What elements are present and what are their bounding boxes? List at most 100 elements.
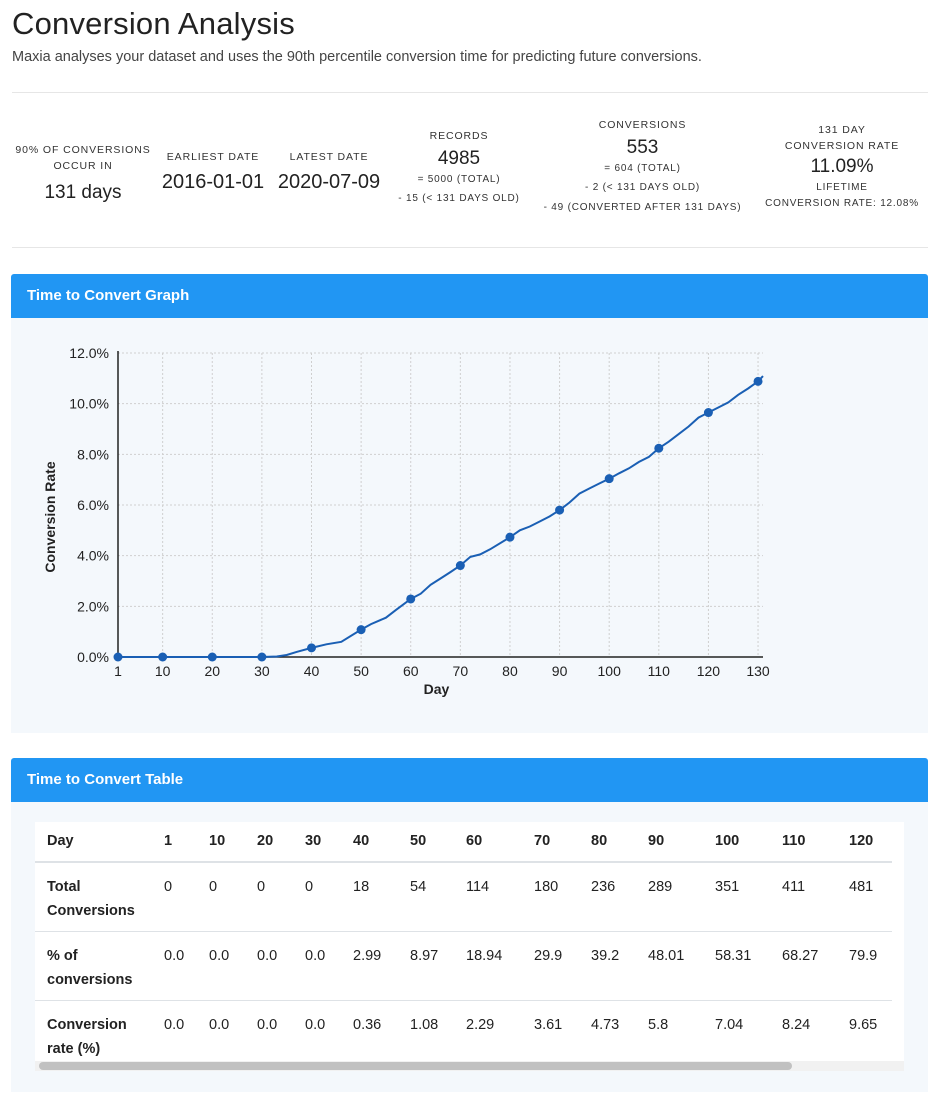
- x-tick-label: 110: [648, 663, 671, 679]
- table-cell: 8.97: [398, 931, 454, 1001]
- table-header-row: Day 1 10 20 30 40 50 60 70 80 90 100 110 120: [35, 822, 892, 863]
- divider: [12, 92, 928, 93]
- table-header-cell: 60: [454, 822, 522, 863]
- y-tick-label: 8.0%: [77, 446, 109, 462]
- table-header-cell: 20: [245, 822, 293, 863]
- stat-rate-label-2: CONVERSION RATE: [784, 140, 900, 152]
- data-point: [604, 474, 614, 484]
- stat-records-total: = 5000 (TOTAL): [417, 174, 501, 185]
- y-axis-title: Conversion Rate: [42, 461, 58, 572]
- stat-conversions-late: - 49 (CONVERTED AFTER 131 DAYS): [543, 202, 742, 213]
- x-tick-label: 60: [403, 663, 419, 679]
- table-cell: 48.01: [636, 931, 703, 1001]
- stat-latest-date: LATEST DATE 2020-07-09: [271, 149, 387, 195]
- table-cell: 0.0: [293, 931, 341, 1001]
- table-cell: 8.24: [782, 1017, 811, 1033]
- stat-records-young: - 15 (< 131 DAYS OLD): [398, 193, 520, 204]
- stat-rate-lifetime-label: LIFETIME: [816, 182, 868, 193]
- x-tick-label: 80: [502, 663, 518, 679]
- stat-conversions-label: CONVERSIONS: [598, 119, 687, 131]
- stat-90pct-value: 131 days: [44, 182, 122, 203]
- table-header-cell: 90: [636, 822, 703, 863]
- table-row: Total Conversions 0 0 0 0 18 54 114 180 236 289 351…: [35, 862, 892, 932]
- table-cell: 39.2: [579, 931, 636, 1001]
- conversion-table: Day 1 10 20 30 40 50 60 70 80 90 100 110 120 Total Co…: [35, 822, 892, 1069]
- x-tick-label: 130: [746, 663, 770, 679]
- table-header-day: Day: [35, 822, 152, 863]
- table-header-cell: 70: [522, 822, 579, 863]
- table-header-cell: 100: [703, 822, 770, 863]
- table-cell: 0.0: [152, 931, 197, 1001]
- table-cell: 9.65: [849, 1017, 878, 1033]
- stat-earliest-date: EARLIEST DATE 2016-01-01: [155, 149, 271, 195]
- stat-90pct-label-1: 90% OF CONVERSIONS: [15, 144, 151, 156]
- table-cell: 58.31: [703, 931, 770, 1001]
- table-cell: 29.9: [522, 931, 579, 1001]
- table-cell: 1.08: [410, 1017, 439, 1033]
- stat-conversions: CONVERSIONS 553 = 604 (TOTAL) - 2 (< 131…: [530, 117, 755, 218]
- x-tick-label: 90: [552, 663, 568, 679]
- y-tick-label: 6.0%: [77, 497, 109, 513]
- table-cell: 18.94: [454, 931, 522, 1001]
- table-cell: 0.0: [197, 931, 245, 1001]
- table-header-cell: 10: [197, 822, 245, 863]
- table-cell: 0.0: [257, 1017, 278, 1033]
- table-cell: 2.29: [466, 1017, 495, 1033]
- y-tick-label: 12.0%: [69, 345, 109, 361]
- divider: [12, 247, 928, 248]
- data-point: [654, 443, 664, 453]
- table-cell: 0: [293, 862, 341, 932]
- graph-panel-body: [11, 318, 928, 733]
- series-line: [118, 375, 764, 658]
- stat-records: RECORDS 4985 = 5000 (TOTAL) - 15 (< 131 …: [384, 128, 534, 209]
- table-row: Conversion rate (%) 0.0 0.0 0.0 0.0 0.36 1.08 2…: [35, 1001, 892, 1070]
- table-header-cell: 1: [152, 822, 197, 863]
- table-cell: 2.99: [341, 931, 398, 1001]
- table-cell: 79.9: [837, 931, 892, 1001]
- stat-records-label: RECORDS: [429, 130, 489, 142]
- y-tick-label: 0.0%: [77, 649, 109, 665]
- stat-rate-value: 11.09%: [810, 156, 874, 177]
- conversion-chart: 0.0% 2.0% 4.0% 6.0% 8.0% 10.0% 12.0% 1 10 20 30 40 5…: [11, 318, 928, 733]
- data-point: [703, 408, 713, 418]
- stat-rate: 131 DAY CONVERSION RATE 11.09% LIFETIME …: [752, 122, 932, 212]
- table-scrollbar-thumb[interactable]: [39, 1062, 792, 1070]
- stat-90pct-label-2: OCCUR IN: [53, 160, 113, 172]
- table-header-cell: 80: [579, 822, 636, 863]
- table-cell: 7.04: [715, 1017, 744, 1033]
- table-row-label: Total Conversions: [35, 862, 152, 932]
- table-cell: 0.0: [245, 931, 293, 1001]
- table-header-cell: 110: [770, 822, 837, 863]
- x-tick-label: 120: [697, 663, 721, 679]
- table-header-cell: 40: [341, 822, 398, 863]
- conversion-table-container: Day 1 10 20 30 40 50 60 70 80 90 100 110 120 Total Co…: [35, 822, 904, 1070]
- data-point: [356, 625, 366, 635]
- table-cell: 5.8: [648, 1017, 669, 1033]
- table-cell: 0: [152, 862, 197, 932]
- y-tick-label: 10.0%: [69, 396, 109, 412]
- table-cell: 481: [837, 862, 892, 932]
- table-cell: 18: [341, 862, 398, 932]
- table-cell: 0: [197, 862, 245, 932]
- x-axis-title: Day: [424, 681, 450, 697]
- table-cell: 411: [770, 862, 837, 932]
- stat-rate-lifetime-value: CONVERSION RATE: 12.08%: [765, 198, 919, 209]
- table-cell: 114: [454, 862, 522, 932]
- stat-conversions-young: - 2 (< 131 DAYS OLD): [584, 182, 701, 193]
- x-tick-label: 20: [204, 663, 220, 679]
- table-cell: 0.0: [209, 1017, 230, 1033]
- x-tick-label: 70: [453, 663, 469, 679]
- stat-conversions-total: = 604 (TOTAL): [604, 163, 681, 174]
- x-tick-label: 50: [353, 663, 369, 679]
- data-point: [207, 652, 217, 662]
- stat-90pct: 90% OF CONVERSIONS OCCUR IN 131 days: [6, 142, 160, 206]
- chart-svg: 0.0%2.0%4.0%6.0%8.0%10.0%12.0%1 10 20 30 40 5…: [42, 345, 770, 697]
- table-cell: 0: [245, 862, 293, 932]
- data-point: [406, 594, 416, 604]
- table-cell: 180: [522, 862, 579, 932]
- table-cell: 0.0: [164, 1017, 185, 1033]
- stat-latest-value: 2020-07-09: [277, 171, 381, 193]
- y-tick-label: 4.0%: [77, 548, 109, 564]
- stat-latest-label: LATEST DATE: [289, 151, 369, 163]
- page-subtitle: Maxia analyses your dataset and uses the…: [12, 49, 702, 65]
